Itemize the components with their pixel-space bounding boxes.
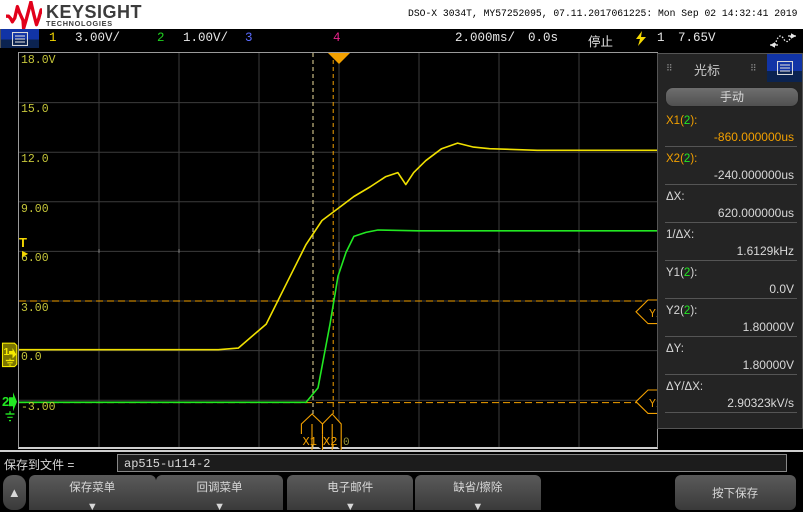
svg-text:1: 1 xyxy=(4,346,10,358)
svg-text:2: 2 xyxy=(2,394,9,409)
